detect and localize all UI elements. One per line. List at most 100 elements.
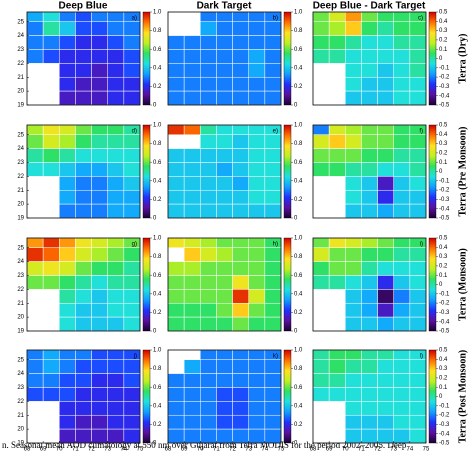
grid-cell: [59, 176, 76, 191]
grid-cell: [123, 302, 141, 318]
grid-cell: [123, 176, 141, 191]
colorbar-tick-label: 0.2: [294, 84, 303, 90]
grid-cell: [59, 11, 76, 22]
colorbar-tick-label: 0.8: [153, 28, 162, 34]
grid-cell: [91, 359, 108, 374]
colorbar-tick-label: 0.4: [153, 65, 162, 71]
grid-cell: [75, 124, 92, 135]
grid-cell: [26, 387, 44, 402]
grid-cell: [183, 124, 201, 135]
panel-frame: [312, 11, 427, 106]
grid-cell: [216, 289, 233, 304]
colorbar-tick-label: 1.0: [153, 236, 162, 242]
grid-cell: [328, 21, 346, 36]
grid-cell: [361, 76, 378, 92]
grid-cell: [59, 373, 76, 388]
grid-cell: [123, 275, 141, 290]
grid-cell: [377, 302, 394, 318]
colorbar-tick-label: 0.3: [439, 254, 448, 260]
grid-cell: [361, 11, 378, 22]
grid-cell: [377, 289, 394, 304]
grid-cell: [91, 162, 108, 177]
colorbar-tick-label: 0: [439, 169, 443, 175]
grid-cell: [328, 373, 346, 388]
grid-cell: [216, 349, 233, 360]
panel-label: k): [273, 354, 278, 360]
grid-cell: [232, 359, 249, 374]
colorbar-tick-label: 0.4: [294, 178, 303, 184]
grid-cell: [264, 401, 282, 416]
x-tick-label: 72: [374, 447, 381, 451]
grid-cell: [75, 35, 92, 50]
grid-cell: [59, 428, 76, 444]
grid-cell: [312, 148, 330, 163]
colorbar-tick-label: 0: [439, 282, 443, 288]
x-tick-label: 70: [56, 447, 63, 451]
colorbar: [142, 11, 151, 106]
panel-frame: [26, 237, 141, 332]
grid-cell: [328, 247, 346, 262]
grid-cell: [91, 189, 108, 205]
grid-cell: [393, 203, 411, 219]
grid-cell: [232, 21, 249, 36]
grid-cell: [248, 289, 266, 304]
grid-cell: [312, 11, 330, 22]
grid-cell: [345, 302, 362, 318]
colorbar-tick-label: -0.5: [439, 103, 450, 109]
grid-cell: [216, 359, 233, 374]
grid-cell: [216, 247, 233, 262]
grid-cell: [183, 189, 201, 205]
grid-cell: [361, 401, 378, 416]
grid-cell: [377, 11, 394, 22]
colorbar: [283, 237, 292, 332]
grid-cell: [393, 359, 411, 374]
grid-cell: [312, 49, 330, 64]
grid-cell: [328, 11, 346, 22]
grid-cell: [409, 247, 427, 262]
panel-frame: [26, 124, 141, 219]
grid-cell: [409, 21, 427, 36]
grid-cell: [328, 359, 346, 374]
grid-cell: [183, 237, 201, 248]
grid-cell: [167, 63, 185, 78]
grid-cell: [345, 189, 362, 205]
grid-cell: [123, 349, 141, 360]
grid-cell: [345, 176, 362, 191]
grid-cell: [75, 349, 92, 360]
grid-cell: [393, 247, 411, 262]
grid-cell: [393, 35, 411, 50]
grid-cell: [328, 148, 346, 163]
column-header: Dark Target: [197, 1, 253, 12]
grid-cell: [328, 124, 346, 135]
y-tick-label: 22: [17, 399, 24, 405]
grid-cell: [107, 359, 125, 374]
grid-cell: [409, 359, 427, 374]
grid-cell: [393, 11, 411, 22]
colorbar-tick-label: 0.8: [153, 141, 162, 147]
grid-cell: [26, 148, 44, 163]
grid-cell: [216, 124, 233, 135]
y-tick-label: 23: [17, 160, 24, 166]
grid-cell: [75, 76, 92, 92]
x-tick-label: 69: [181, 447, 188, 451]
colorbar-tick-label: -0.2: [439, 413, 450, 419]
colorbar-tick-label: -0.1: [439, 65, 450, 71]
grid-cell: [361, 203, 378, 219]
grid-cell: [345, 289, 362, 304]
panel-label: c): [418, 16, 423, 22]
grid-cell: [42, 11, 60, 22]
grid-cell: [345, 261, 362, 276]
colorbar-tick-label: 0.5: [439, 348, 448, 354]
grid-cell: [345, 162, 362, 177]
grid-cell: [361, 349, 378, 360]
grid-cell: [377, 63, 394, 78]
y-tick-label: 20: [17, 89, 24, 95]
x-tick-label: 69: [326, 447, 333, 451]
grid-cell: [91, 176, 108, 191]
grid-cell: [75, 134, 92, 149]
grid-cell: [216, 162, 233, 177]
grid-cell: [409, 428, 427, 444]
grid-cell: [216, 63, 233, 78]
grid-cell: [377, 76, 394, 92]
grid-cell: [167, 261, 185, 276]
